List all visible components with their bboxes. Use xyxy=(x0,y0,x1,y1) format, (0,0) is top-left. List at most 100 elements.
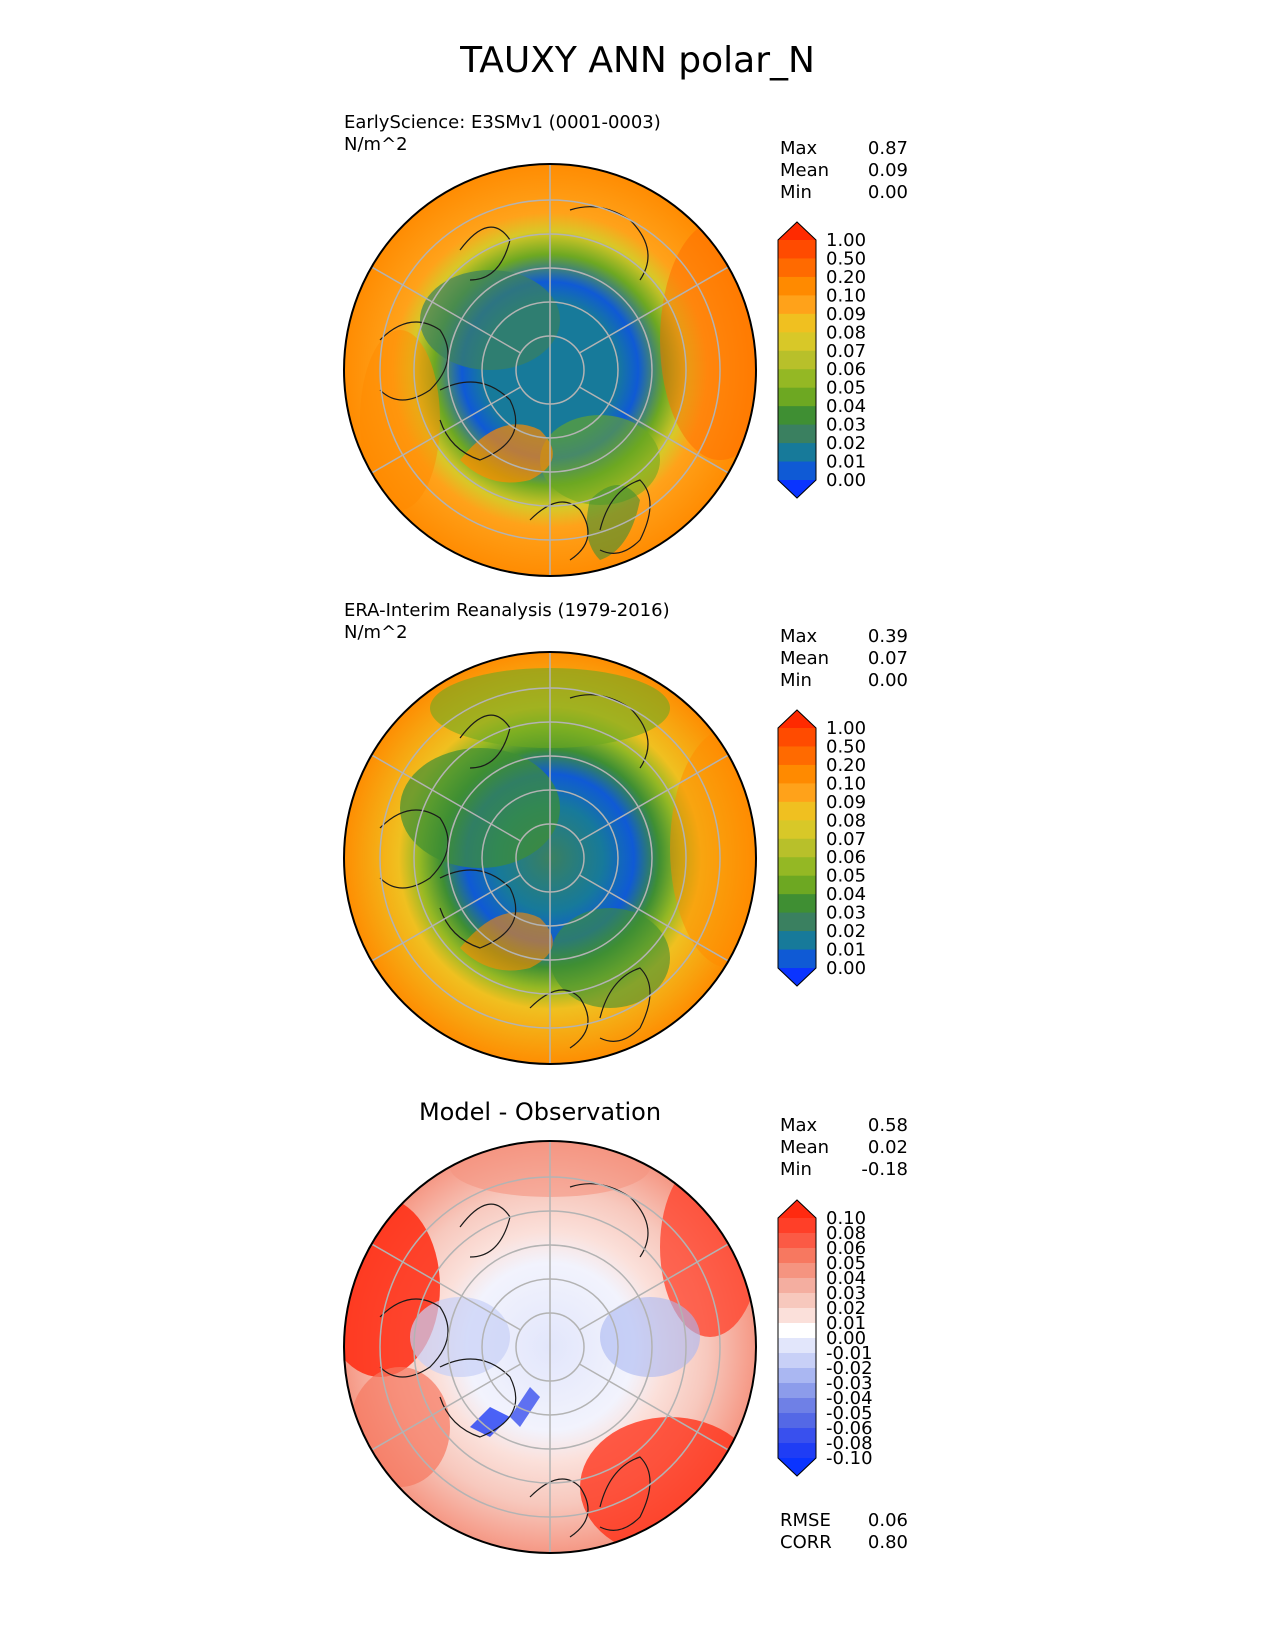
colorbar-tick-label: 0.01 xyxy=(826,1313,866,1334)
colorbar-tick-label: 0.01 xyxy=(826,452,866,473)
colorbar-segment xyxy=(778,1233,816,1249)
colorbar-extend-min xyxy=(778,480,816,498)
colorbar-tick-label: 0.06 xyxy=(826,1238,866,1259)
colorbar-segment xyxy=(778,332,816,352)
panel-3-title: Model - Observation xyxy=(418,1098,662,1126)
colorbar-segment xyxy=(778,857,816,877)
colorbar-segment xyxy=(778,1278,816,1294)
colorbar-extend-min xyxy=(778,968,816,986)
panel-1-polar-map xyxy=(343,163,757,577)
panel-3-metrics: RMSE 0.06 CORR 0.80 xyxy=(780,1510,908,1553)
colorbar-outline xyxy=(777,1199,817,1477)
colorbar-segment xyxy=(778,387,816,407)
colorbar-tick-label: 0.09 xyxy=(826,792,866,813)
colorbar-tick-label: 0.03 xyxy=(826,1283,866,1304)
panel-1-colorbar: 1.000.500.200.100.090.080.070.060.050.04… xyxy=(777,221,866,499)
colorbar-tick-label: 0.06 xyxy=(826,847,866,868)
colorbar-tick-label: -0.06 xyxy=(826,1418,873,1439)
colorbar-segment xyxy=(778,1263,816,1279)
colorbar-tick-label: 0.04 xyxy=(826,884,866,905)
colorbar-segment xyxy=(778,764,816,784)
colorbar-segment xyxy=(778,240,816,259)
colorbar-tick-label: 0.04 xyxy=(826,396,866,417)
colorbar-tick-label: -0.05 xyxy=(826,1403,873,1424)
colorbar-extend-max xyxy=(778,710,816,728)
colorbar-tick-label: 0.03 xyxy=(826,903,866,924)
colorbar-outline xyxy=(777,221,817,499)
colorbar-segment xyxy=(778,931,816,951)
colorbar-segment xyxy=(778,1248,816,1264)
colorbar-tick-label: 0.08 xyxy=(826,322,866,343)
colorbar-segment xyxy=(778,728,816,747)
panel-3-colorbar: 0.100.080.060.050.040.030.020.010.00-0.0… xyxy=(777,1199,873,1477)
colorbar-segment xyxy=(778,461,816,481)
colorbar-segment xyxy=(778,894,816,914)
colorbar-segment xyxy=(778,801,816,821)
colorbar-tick-label: 0.02 xyxy=(826,1298,866,1319)
colorbar-tick-label: 0.03 xyxy=(826,415,866,436)
colorbar-segment xyxy=(778,369,816,389)
colorbar-segment xyxy=(778,276,816,296)
colorbar-segment xyxy=(778,1293,816,1309)
colorbar-tick-label: 1.00 xyxy=(826,230,866,251)
colorbar-segment xyxy=(778,313,816,333)
colorbar-tick-label: -0.03 xyxy=(826,1373,873,1394)
colorbar-tick-label: 0.20 xyxy=(826,267,866,288)
colorbar-tick-label: 0.07 xyxy=(826,341,866,362)
panel-1-stats: Max 0.87 Mean 0.09 Min 0.00 xyxy=(780,138,908,203)
colorbar-segment xyxy=(778,1218,816,1234)
panel-2-title: ERA-Interim Reanalysis (1979-2016) N/m^2 xyxy=(344,600,670,643)
colorbar-tick-label: 0.04 xyxy=(826,1268,866,1289)
panel-2-colorbar: 1.000.500.200.100.090.080.070.060.050.04… xyxy=(777,709,866,987)
panel-2-polar-map xyxy=(343,651,757,1065)
colorbar-tick-label: 0.10 xyxy=(826,285,866,306)
colorbar-segment xyxy=(778,1338,816,1354)
colorbar-tick-label: 0.20 xyxy=(826,755,866,776)
colorbar-segment xyxy=(778,406,816,426)
colorbar-tick-label: 0.00 xyxy=(826,958,866,979)
colorbar-segment xyxy=(778,1428,816,1444)
colorbar-segment xyxy=(778,258,816,278)
colorbar-tick-label: 0.10 xyxy=(826,773,866,794)
colorbar-segment xyxy=(778,783,816,803)
colorbar-tick-label: -0.02 xyxy=(826,1358,873,1379)
colorbar-segment xyxy=(778,443,816,463)
colorbar-segment xyxy=(778,746,816,766)
colorbar-segment xyxy=(778,1413,816,1429)
colorbar-tick-label: 0.00 xyxy=(826,1328,866,1349)
colorbar-tick-label: 0.09 xyxy=(826,304,866,325)
colorbar-tick-label: -0.08 xyxy=(826,1433,873,1454)
colorbar-tick-label: 0.50 xyxy=(826,248,866,269)
colorbar-tick-label: 0.02 xyxy=(826,921,866,942)
colorbar-segment xyxy=(778,1353,816,1369)
colorbar-tick-label: 0.01 xyxy=(826,940,866,961)
panel-1-title: EarlyScience: E3SMv1 (0001-0003) N/m^2 xyxy=(344,112,661,155)
colorbar-segment xyxy=(778,875,816,895)
colorbar-tick-label: 0.02 xyxy=(826,433,866,454)
colorbar-extend-max xyxy=(778,1200,816,1218)
colorbar-extend-min xyxy=(778,1458,816,1476)
colorbar-tick-label: -0.10 xyxy=(826,1448,873,1469)
colorbar-tick-label: 0.50 xyxy=(826,736,866,757)
colorbar-segment xyxy=(778,1383,816,1399)
colorbar-segment xyxy=(778,295,816,315)
figure-title: TAUXY ANN polar_N xyxy=(460,40,815,81)
colorbar-segment xyxy=(778,1398,816,1414)
colorbar-segment xyxy=(778,350,816,370)
colorbar-tick-label: 0.07 xyxy=(826,829,866,850)
colorbar-segment xyxy=(778,1368,816,1384)
colorbar-segment xyxy=(778,1308,816,1324)
colorbar-segment xyxy=(778,424,816,444)
colorbar-extend-max xyxy=(778,222,816,240)
colorbar-segment xyxy=(778,949,816,969)
colorbar-tick-label: -0.04 xyxy=(826,1388,873,1409)
colorbar-segment xyxy=(778,1323,816,1339)
colorbar-tick-label: 0.00 xyxy=(826,470,866,491)
colorbar-segment xyxy=(778,820,816,840)
colorbar-tick-label: 0.06 xyxy=(826,359,866,380)
panel-3-polar-map xyxy=(343,1140,757,1554)
colorbar-tick-label: 0.05 xyxy=(826,378,866,399)
colorbar-segment xyxy=(778,838,816,858)
colorbar-segment xyxy=(778,1443,816,1459)
colorbar-tick-label: -0.01 xyxy=(826,1343,873,1364)
